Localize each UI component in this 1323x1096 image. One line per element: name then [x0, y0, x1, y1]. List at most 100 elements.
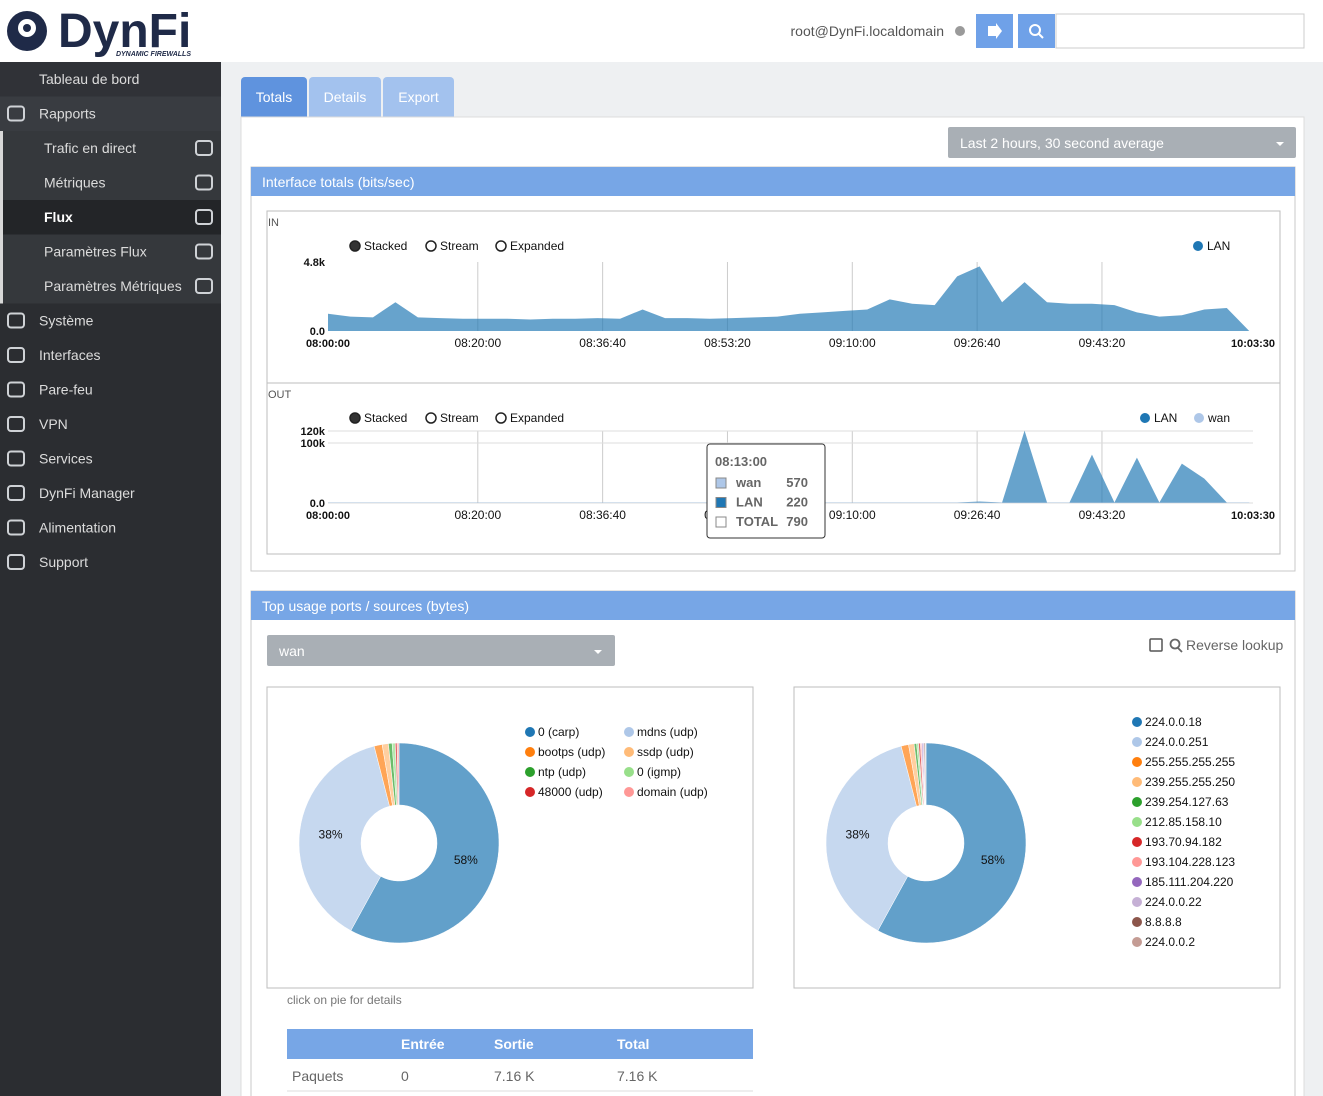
legend-label[interactable]: 185.111.204.220: [1145, 875, 1234, 889]
pie-slice[interactable]: [925, 742, 927, 806]
pie-slice[interactable]: [350, 742, 500, 944]
legend-label[interactable]: 193.70.94.182: [1145, 835, 1222, 849]
pie-slice[interactable]: [877, 742, 1027, 944]
menu-item-bg[interactable]: [0, 441, 221, 477]
search-input[interactable]: [1055, 13, 1305, 49]
legend-label[interactable]: 255.255.255.255: [1145, 755, 1235, 769]
submenu-item-bg[interactable]: [3, 200, 221, 235]
menu-item[interactable]: Pare-feu: [39, 382, 93, 398]
menu-item[interactable]: VPN: [39, 416, 68, 432]
legend-swatch[interactable]: [1132, 857, 1142, 867]
legend-swatch[interactable]: [1132, 757, 1142, 767]
legend-swatch[interactable]: [1132, 897, 1142, 907]
legend-label[interactable]: mdns (udp): [637, 725, 698, 739]
legend-label[interactable]: domain (udp): [637, 785, 708, 799]
mode-label[interactable]: Expanded: [510, 239, 564, 253]
legend-swatch[interactable]: [1132, 917, 1142, 927]
menu-item-bg[interactable]: [0, 545, 221, 580]
legend-label[interactable]: 212.85.158.10: [1145, 815, 1222, 829]
interface-select-text[interactable]: wan: [278, 643, 305, 659]
interface-select[interactable]: [267, 635, 615, 666]
menu-item[interactable]: Système: [39, 313, 94, 329]
legend-swatch[interactable]: [1132, 937, 1142, 947]
legend-label[interactable]: 48000 (udp): [538, 785, 603, 799]
menu-item-bg[interactable]: [0, 303, 221, 339]
legend-label[interactable]: LAN: [1207, 239, 1230, 253]
menu-item-bg[interactable]: [0, 62, 221, 97]
menu-item-bg[interactable]: [0, 96, 221, 132]
reverse-lookup-label[interactable]: Reverse lookup: [1186, 637, 1283, 653]
legend-swatch[interactable]: [624, 747, 634, 757]
mode-radio[interactable]: [495, 412, 507, 424]
submenu-item-bg[interactable]: [3, 234, 221, 270]
legend-label[interactable]: 0 (carp): [538, 725, 579, 739]
menu-item[interactable]: Interfaces: [39, 347, 100, 363]
legend-label[interactable]: ntp (udp): [538, 765, 586, 779]
menu-item[interactable]: Support: [39, 554, 88, 570]
mode-radio[interactable]: [425, 412, 437, 424]
tab-label[interactable]: Totals: [256, 89, 293, 105]
legend-swatch[interactable]: [1132, 717, 1142, 727]
legend-swatch[interactable]: [1193, 241, 1203, 251]
legend-swatch[interactable]: [1140, 413, 1150, 423]
legend-label[interactable]: 224.0.0.22: [1145, 895, 1202, 909]
mode-label[interactable]: Stacked: [364, 411, 407, 425]
submenu-item-bg[interactable]: [3, 165, 221, 201]
menu-item-bg[interactable]: [0, 407, 221, 442]
legend-swatch[interactable]: [525, 747, 535, 757]
period-select[interactable]: [948, 127, 1296, 158]
legend-swatch[interactable]: [624, 767, 634, 777]
legend-swatch[interactable]: [1132, 737, 1142, 747]
tab-label[interactable]: Export: [398, 89, 439, 105]
legend-label[interactable]: LAN: [1154, 411, 1177, 425]
legend-swatch[interactable]: [1132, 837, 1142, 847]
submenu-item[interactable]: Paramètres Flux: [44, 244, 147, 260]
menu-item[interactable]: Rapports: [39, 106, 96, 122]
legend-swatch[interactable]: [1194, 413, 1204, 423]
legend-swatch[interactable]: [1132, 877, 1142, 887]
menu-item[interactable]: Services: [39, 451, 93, 467]
menu-item-bg[interactable]: [0, 338, 221, 373]
mode-label[interactable]: Stream: [440, 411, 479, 425]
submenu-item-bg[interactable]: [3, 269, 221, 304]
reverse-lookup-checkbox[interactable]: [1149, 638, 1163, 652]
mode-radio[interactable]: [425, 240, 437, 252]
tab[interactable]: [241, 77, 307, 117]
tab[interactable]: [309, 77, 381, 117]
submenu-item[interactable]: Paramètres Métriques: [44, 278, 182, 294]
mode-radio[interactable]: [349, 240, 361, 252]
legend-label[interactable]: 239.254.127.63: [1145, 795, 1229, 809]
legend-label[interactable]: 224.0.0.18: [1145, 715, 1202, 729]
menu-item[interactable]: DynFi Manager: [39, 485, 135, 501]
legend-label[interactable]: wan: [1207, 411, 1230, 425]
legend-label[interactable]: 224.0.0.2: [1145, 935, 1195, 949]
legend-label[interactable]: 193.104.228.123: [1145, 855, 1235, 869]
pie-slice[interactable]: [825, 745, 917, 931]
menu-item-bg[interactable]: [0, 510, 221, 546]
submenu-item[interactable]: Flux: [44, 209, 73, 225]
pie-slice[interactable]: [298, 745, 390, 931]
tab[interactable]: [383, 77, 454, 117]
pie-slice[interactable]: [396, 742, 400, 806]
menu-item[interactable]: Alimentation: [39, 520, 116, 536]
legend-label[interactable]: 8.8.8.8: [1145, 915, 1182, 929]
legend-swatch[interactable]: [1132, 777, 1142, 787]
period-select-text[interactable]: Last 2 hours, 30 second average: [960, 135, 1164, 151]
submenu-item[interactable]: Trafic en direct: [44, 140, 136, 156]
legend-label[interactable]: ssdp (udp): [637, 745, 694, 759]
legend-swatch[interactable]: [624, 787, 634, 797]
menu-item[interactable]: Tableau de bord: [39, 71, 139, 87]
submenu-item-bg[interactable]: [3, 131, 221, 166]
search-button[interactable]: [1018, 14, 1055, 48]
legend-swatch[interactable]: [1132, 797, 1142, 807]
legend-swatch[interactable]: [624, 727, 634, 737]
submenu-item[interactable]: Métriques: [44, 175, 105, 191]
mode-radio[interactable]: [495, 240, 507, 252]
tab-label[interactable]: Details: [324, 89, 367, 105]
legend-label[interactable]: 239.255.255.250: [1145, 775, 1235, 789]
legend-label[interactable]: 224.0.0.251: [1145, 735, 1209, 749]
mode-radio[interactable]: [349, 412, 361, 424]
legend-label[interactable]: 0 (igmp): [637, 765, 681, 779]
mode-label[interactable]: Stacked: [364, 239, 407, 253]
menu-item-bg[interactable]: [0, 476, 221, 511]
